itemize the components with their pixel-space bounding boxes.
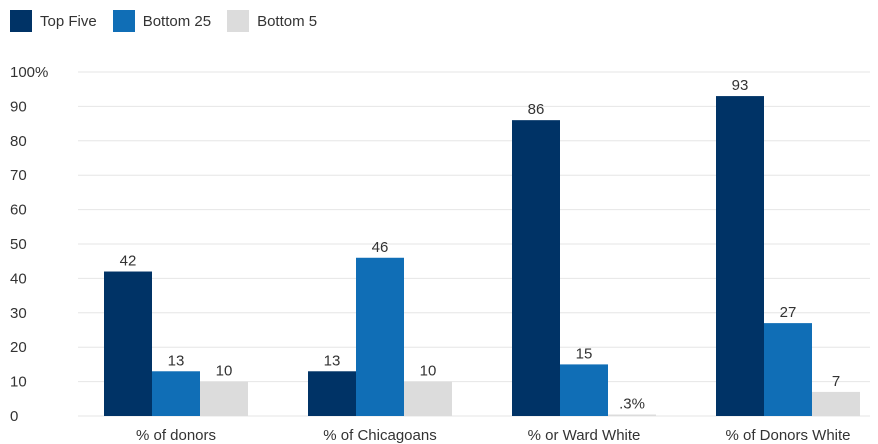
x-category-label: % of Donors White bbox=[725, 427, 850, 444]
y-tick-label: 40 bbox=[10, 270, 27, 287]
y-tick-label: 30 bbox=[10, 305, 27, 322]
legend-item-bottom-5: Bottom 5 bbox=[227, 10, 317, 32]
y-tick-label: 80 bbox=[10, 133, 27, 150]
data-label: .3% bbox=[619, 396, 645, 413]
data-label: 15 bbox=[576, 345, 593, 362]
bar-bottom-5 bbox=[404, 381, 452, 416]
data-label: 46 bbox=[372, 239, 389, 256]
bar-top-five bbox=[512, 120, 560, 416]
data-label: 42 bbox=[120, 253, 137, 270]
legend-swatch-bottom-5 bbox=[227, 10, 250, 32]
legend-swatch-top-five bbox=[10, 10, 32, 32]
y-tick-label: 10 bbox=[10, 374, 27, 391]
data-label: 86 bbox=[528, 101, 545, 118]
data-label: 7 bbox=[832, 373, 840, 390]
bar-bottom-5 bbox=[200, 381, 248, 416]
legend-swatch-bottom-25 bbox=[112, 10, 135, 32]
data-label: 13 bbox=[324, 352, 341, 369]
legend-label-bottom-5: Bottom 5 bbox=[257, 12, 318, 30]
data-label: 13 bbox=[168, 352, 185, 369]
legend-item-bottom-25: Bottom 25 bbox=[112, 10, 212, 32]
y-tick-label: 90 bbox=[10, 98, 27, 115]
bar-top-five bbox=[104, 271, 152, 416]
bar-top-five bbox=[308, 371, 356, 416]
legend-label-top-five: Top Five bbox=[40, 12, 97, 30]
y-tick-label: 20 bbox=[10, 339, 27, 356]
x-category-label: % or Ward White bbox=[528, 427, 641, 444]
bar-top-five bbox=[716, 96, 764, 416]
legend-item-top-five: Top Five bbox=[10, 10, 97, 32]
bar-bottom-5 bbox=[812, 391, 860, 416]
y-tick-label: 100% bbox=[10, 64, 48, 81]
bar-bottom-5 bbox=[608, 414, 656, 416]
legend-label-bottom-25: Bottom 25 bbox=[142, 12, 212, 30]
data-label: 27 bbox=[780, 304, 797, 321]
y-tick-label: 0 bbox=[10, 408, 18, 425]
bar-bottom-25 bbox=[764, 323, 812, 416]
x-category-label: % of donors bbox=[136, 427, 216, 444]
y-tick-label: 50 bbox=[10, 236, 27, 253]
data-label: 10 bbox=[216, 363, 233, 380]
y-tick-label: 60 bbox=[10, 202, 27, 219]
bar-bottom-25 bbox=[152, 371, 200, 416]
bar-bottom-25 bbox=[560, 364, 608, 416]
x-category-label: % of Chicagoans bbox=[323, 427, 436, 444]
data-label: 93 bbox=[732, 77, 749, 94]
data-label: 10 bbox=[420, 363, 437, 380]
y-tick-label: 70 bbox=[10, 167, 27, 184]
bar-bottom-25 bbox=[356, 257, 404, 416]
legend: Top Five Bottom 25 Bottom 5 bbox=[10, 10, 333, 32]
